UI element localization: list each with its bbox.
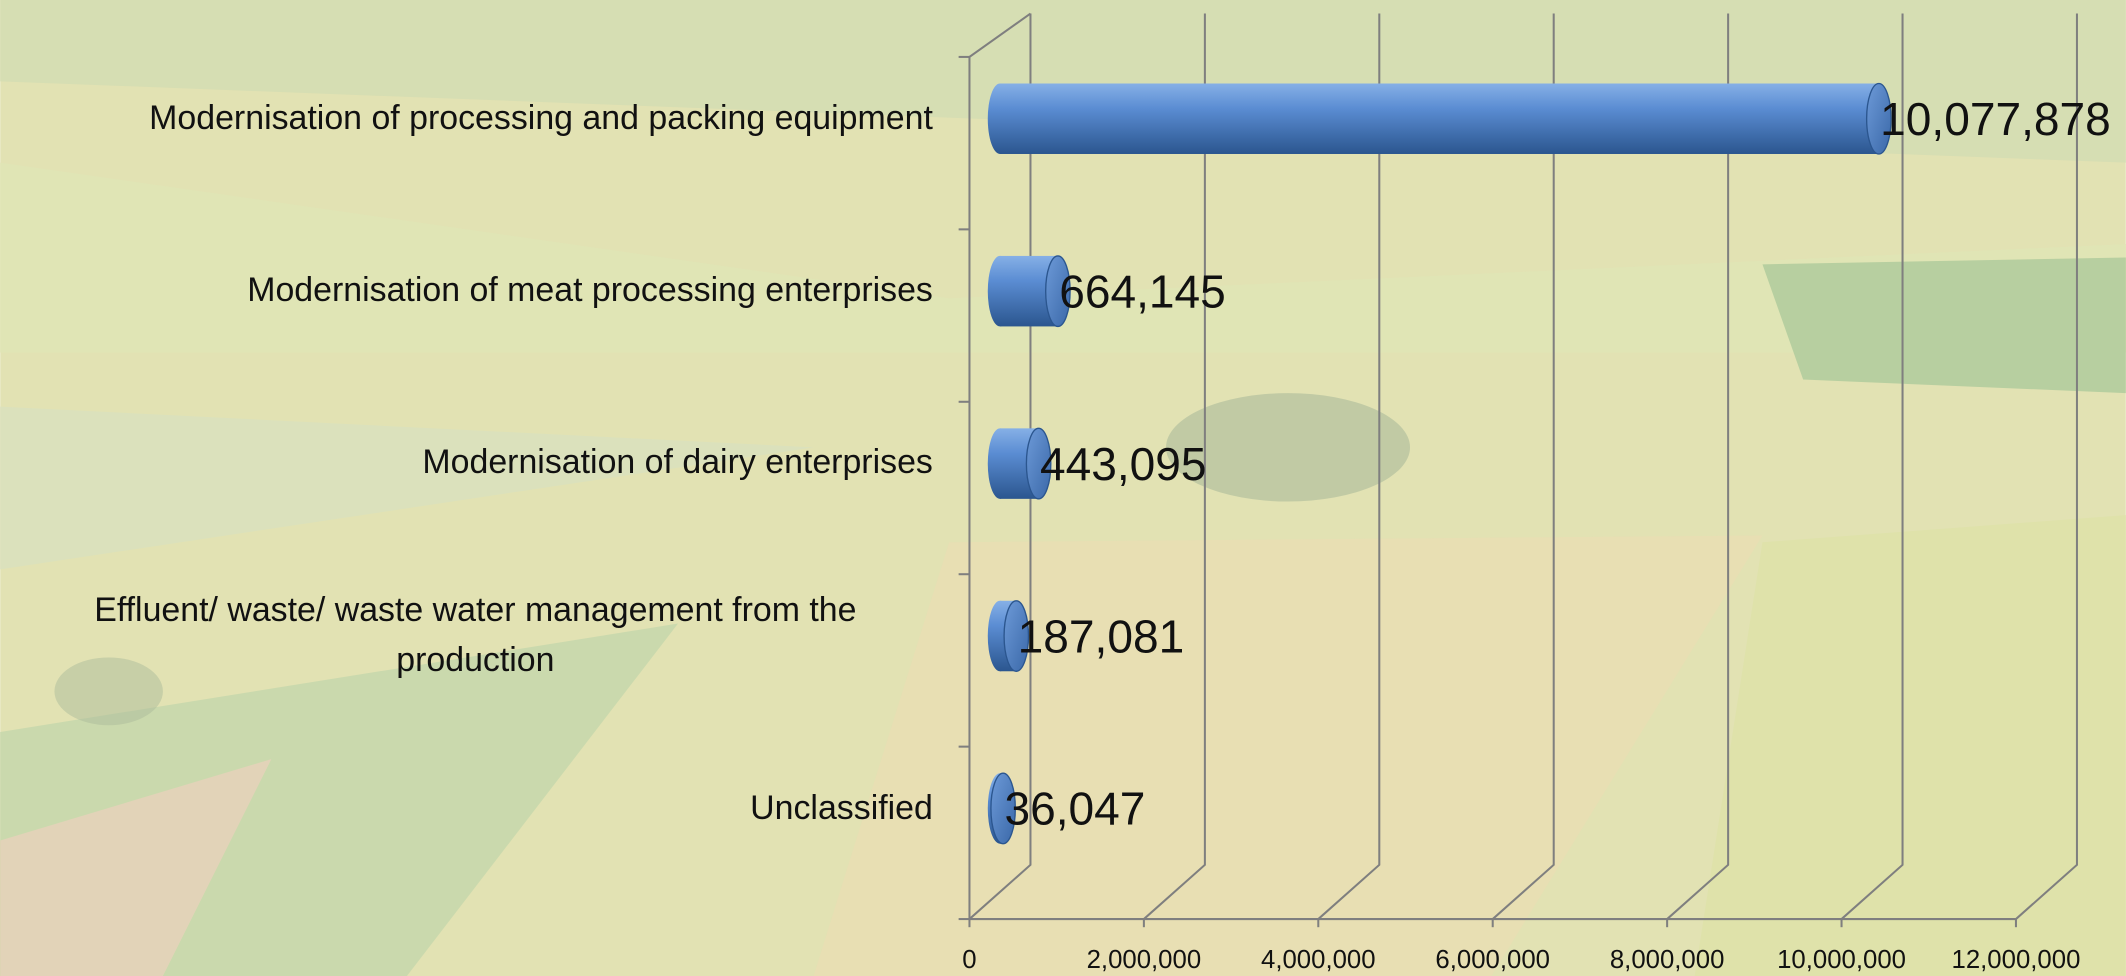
- category-label-wrap: Modernisation of processing and packing …: [0, 37, 933, 200]
- category-label-wrap: Effluent/ waste/ waste water management …: [0, 555, 933, 718]
- category-label: Effluent/ waste/ waste water management …: [18, 585, 933, 687]
- value-label: 443,095: [1040, 438, 1207, 490]
- category-label-box: Unclassified: [0, 727, 933, 890]
- bar: [988, 84, 1891, 154]
- category-label: Modernisation of dairy enterprises: [422, 438, 932, 489]
- category-label-box: Modernisation of dairy enterprises: [0, 382, 933, 545]
- page: 0 2,000,000 4,000,000 6,000,000 8,000,000 10,…: [0, 0, 2126, 976]
- value-label: 664,145: [1059, 265, 1226, 317]
- x-tick-label: 2,000,000: [1087, 946, 1202, 974]
- x-tick-label: 10,000,000: [1777, 946, 1906, 974]
- category-label-wrap: Modernisation of meat processing enterpr…: [0, 210, 933, 373]
- category-label-wrap: Modernisation of dairy enterprises: [0, 382, 933, 545]
- value-label: 36,047: [1004, 783, 1145, 835]
- x-tick-label: 6,000,000: [1435, 946, 1550, 974]
- bar-body: [1000, 84, 1879, 154]
- category-label: Unclassified: [750, 783, 933, 834]
- x-tick-label: 12,000,000: [1952, 946, 2081, 974]
- value-label: 187,081: [1018, 610, 1185, 662]
- category-label: Modernisation of processing and packing …: [149, 93, 933, 144]
- x-tick-label: 0: [962, 946, 976, 974]
- category-label-box: Modernisation of meat processing enterpr…: [0, 210, 933, 373]
- value-label: 10,077,878: [1880, 93, 2111, 145]
- x-tick-label: 8,000,000: [1610, 946, 1725, 974]
- x-tick-label: 4,000,000: [1261, 946, 1376, 974]
- category-label-box: Effluent/ waste/ waste water management …: [0, 555, 933, 718]
- category-label-box: Modernisation of processing and packing …: [0, 37, 933, 200]
- chart: 0 2,000,000 4,000,000 6,000,000 8,000,000 10,…: [0, 0, 2126, 976]
- bar: [988, 256, 1070, 326]
- category-label: Modernisation of meat processing enterpr…: [247, 266, 933, 317]
- category-label-wrap: Unclassified: [0, 727, 933, 890]
